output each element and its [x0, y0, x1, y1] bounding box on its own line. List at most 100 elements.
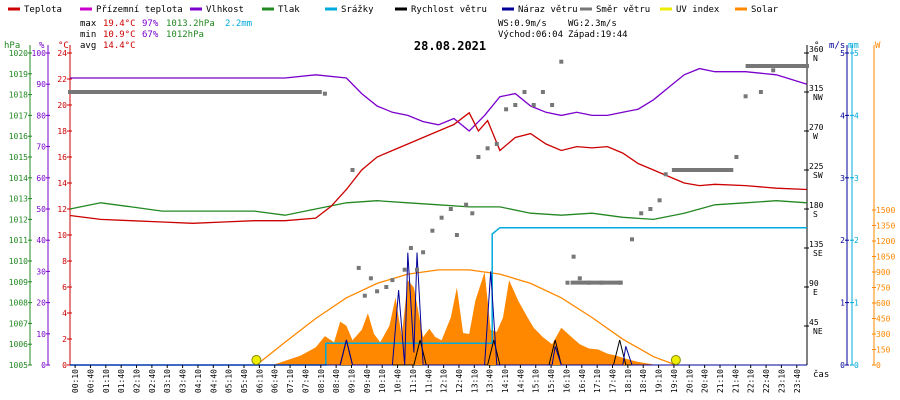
- rain-tick-label: 3: [854, 174, 859, 183]
- direction-tick-label: 360: [809, 45, 824, 54]
- x-tick-label: 14:10: [501, 369, 510, 393]
- chart-title: 28.08.2021: [414, 39, 486, 53]
- x-tick-label: 16:10: [563, 369, 572, 393]
- humidity-tick-label: 60: [36, 174, 46, 183]
- x-tick-label: 09:10: [348, 369, 357, 393]
- wind-direction-point: [476, 155, 481, 159]
- stats-sunrise: Východ:06:04: [498, 30, 563, 40]
- solar-tick-label: 300: [876, 330, 891, 339]
- humidity-tick-label: 10: [36, 330, 46, 339]
- x-tick-label: 03:40: [179, 369, 188, 393]
- x-tick-label: 23:10: [777, 369, 786, 393]
- temperature-tick-label: 6: [62, 283, 67, 292]
- wind-direction-point: [430, 228, 435, 233]
- x-tick-label: 05:10: [225, 369, 234, 393]
- wind-tick-label: 5: [840, 49, 845, 58]
- legend-label: Teplota: [24, 5, 62, 15]
- wind-direction-point: [494, 142, 499, 146]
- x-tick-label: 01:40: [117, 369, 126, 393]
- humidity-tick-label: 90: [36, 80, 46, 89]
- pressure-tick-label: 1019: [9, 70, 28, 79]
- stats-wind-gust: WG:2.3m/s: [568, 19, 617, 29]
- wind-direction-point: [540, 90, 545, 94]
- wind-direction-point: [504, 107, 509, 112]
- solar-tick-label: 1500: [876, 206, 895, 215]
- direction-tick-dir: SW: [813, 171, 823, 180]
- legend-label: Vlhkost: [206, 5, 244, 15]
- x-tick-label: 23:40: [793, 369, 802, 393]
- wind-direction-point: [322, 91, 327, 96]
- pressure-tick-label: 1016: [9, 132, 28, 141]
- rain-tick-label: 4: [854, 111, 859, 120]
- wind-direction-point: [375, 289, 380, 294]
- stats-block: max 19.4°C 97% 1013.2hPa 2.2mm min 10.9°C 67% 10…: [80, 19, 628, 51]
- temperature-tick-label: 0: [62, 361, 67, 370]
- temperature-tick-label: 4: [62, 309, 67, 318]
- wind-direction-point: [571, 254, 576, 259]
- sunrise-marker: [251, 355, 262, 365]
- pressure-tick-label: 1009: [9, 278, 28, 287]
- wind-direction-point: [384, 285, 389, 289]
- solar-tick-label: 1200: [876, 237, 895, 246]
- direction-tick-dir: W: [813, 132, 818, 141]
- wind-direction-point: [577, 276, 582, 281]
- wind-direction-point: [454, 233, 459, 237]
- wind-direction-point: [368, 276, 373, 281]
- wind-tick-label: 3: [840, 174, 845, 183]
- x-tick-label: 11:40: [424, 369, 433, 393]
- pressure-tick-label: 1017: [9, 111, 28, 120]
- direction-tick-label: 135: [809, 240, 824, 249]
- pressure-tick-label: 1014: [9, 174, 28, 183]
- pressure-tick-label: 1011: [9, 236, 28, 245]
- solar-tick-label: 600: [876, 299, 891, 308]
- direction-tick-label: 90: [809, 279, 819, 288]
- x-tick-label: 06:40: [271, 369, 280, 393]
- pressure-tick-label: 1013: [9, 195, 28, 204]
- plot-area: [68, 59, 809, 366]
- x-tick-label: 19:40: [670, 369, 679, 393]
- wind-direction-point: [485, 146, 490, 151]
- wind-direction-point: [743, 94, 748, 99]
- stats-min-label: min: [80, 30, 96, 40]
- wind-direction-points: [68, 59, 809, 298]
- rain-axis-unit: mm: [848, 41, 859, 51]
- humidity-axis-unit: %: [39, 41, 45, 51]
- solar-tick-label: 450: [876, 315, 891, 324]
- wind-direction-point: [350, 168, 355, 172]
- wind-direction-point: [771, 68, 776, 73]
- pressure-tick-label: 1005: [9, 361, 28, 370]
- temperature-tick-label: 10: [57, 231, 67, 240]
- x-tick-label: 21:10: [716, 369, 725, 393]
- direction-tick-dir: S: [813, 210, 818, 219]
- x-tick-label: 08:40: [332, 369, 341, 393]
- wind-tick-label: 0: [840, 361, 845, 370]
- rain-tick-label: 0: [854, 361, 859, 370]
- legend-label: UV index: [676, 5, 720, 15]
- wind-direction-point: [464, 202, 469, 207]
- solar-tick-label: 0: [876, 361, 881, 370]
- direction-tick-dir: E: [813, 288, 818, 297]
- x-tick-label: 10:40: [394, 369, 403, 393]
- solar-theoretical-line: [255, 269, 677, 366]
- pressure-tick-label: 1010: [9, 257, 28, 266]
- x-tick-label: 13:10: [470, 369, 479, 393]
- humidity-tick-label: 50: [36, 205, 46, 214]
- x-tick-label: 04:40: [209, 369, 218, 393]
- stats-min-pressure: 1012hPa: [166, 30, 204, 40]
- wind-direction-point: [758, 90, 763, 94]
- legend-label: Srážky: [341, 5, 374, 15]
- temperature-axis-unit: °C: [58, 41, 69, 51]
- solar-tick-label: 150: [876, 346, 891, 355]
- wind-direction-point: [531, 103, 536, 107]
- wind-direction-point: [513, 103, 518, 107]
- humidity-tick-label: 100: [32, 49, 47, 58]
- rain-tick-label: 5: [854, 49, 859, 58]
- direction-tick-label: 225: [809, 162, 824, 171]
- x-tick-label: 02:40: [148, 369, 157, 393]
- wind-direction-point: [439, 215, 444, 220]
- direction-tick-label: 270: [809, 123, 824, 132]
- solar-axis-unit: W: [875, 41, 881, 51]
- wind-tick-label: 1: [840, 299, 845, 308]
- humidity-tick-label: 40: [36, 236, 46, 245]
- pressure-tick-label: 1018: [9, 91, 28, 100]
